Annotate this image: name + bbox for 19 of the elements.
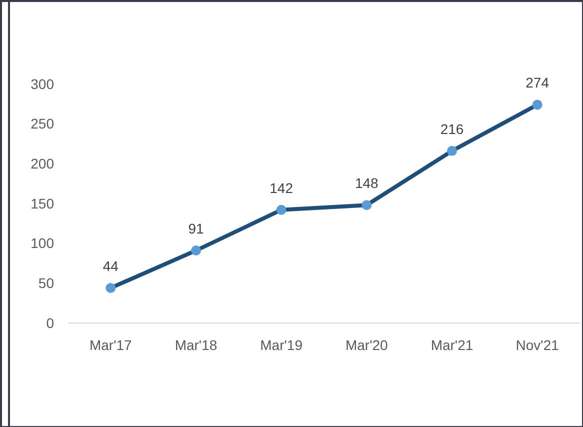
y-tick-label: 50: [38, 275, 54, 292]
data-label: 44: [102, 258, 119, 274]
x-tick-label: Mar'21: [430, 337, 474, 353]
data-label: 274: [526, 74, 550, 91]
x-tick-label: Mar'17: [89, 337, 132, 353]
y-tick-label: 300: [30, 76, 54, 92]
x-tick-label: Mar'19: [260, 337, 303, 353]
data-label: 148: [354, 175, 379, 192]
data-label: 91: [188, 220, 204, 237]
y-tick-label: 200: [30, 156, 54, 172]
x-tick-label: Mar'20: [345, 337, 388, 353]
data-label: 142: [270, 180, 294, 196]
y-tick-label: 0: [46, 314, 54, 331]
y-tick-label: 100: [30, 235, 54, 252]
x-tick-label: Mar'18: [174, 337, 218, 353]
x-tick-label: Nov'21: [516, 337, 560, 353]
y-tick-label: 150: [30, 195, 54, 212]
data-label: 216: [440, 120, 464, 137]
y-tick-label: 250: [30, 116, 54, 132]
